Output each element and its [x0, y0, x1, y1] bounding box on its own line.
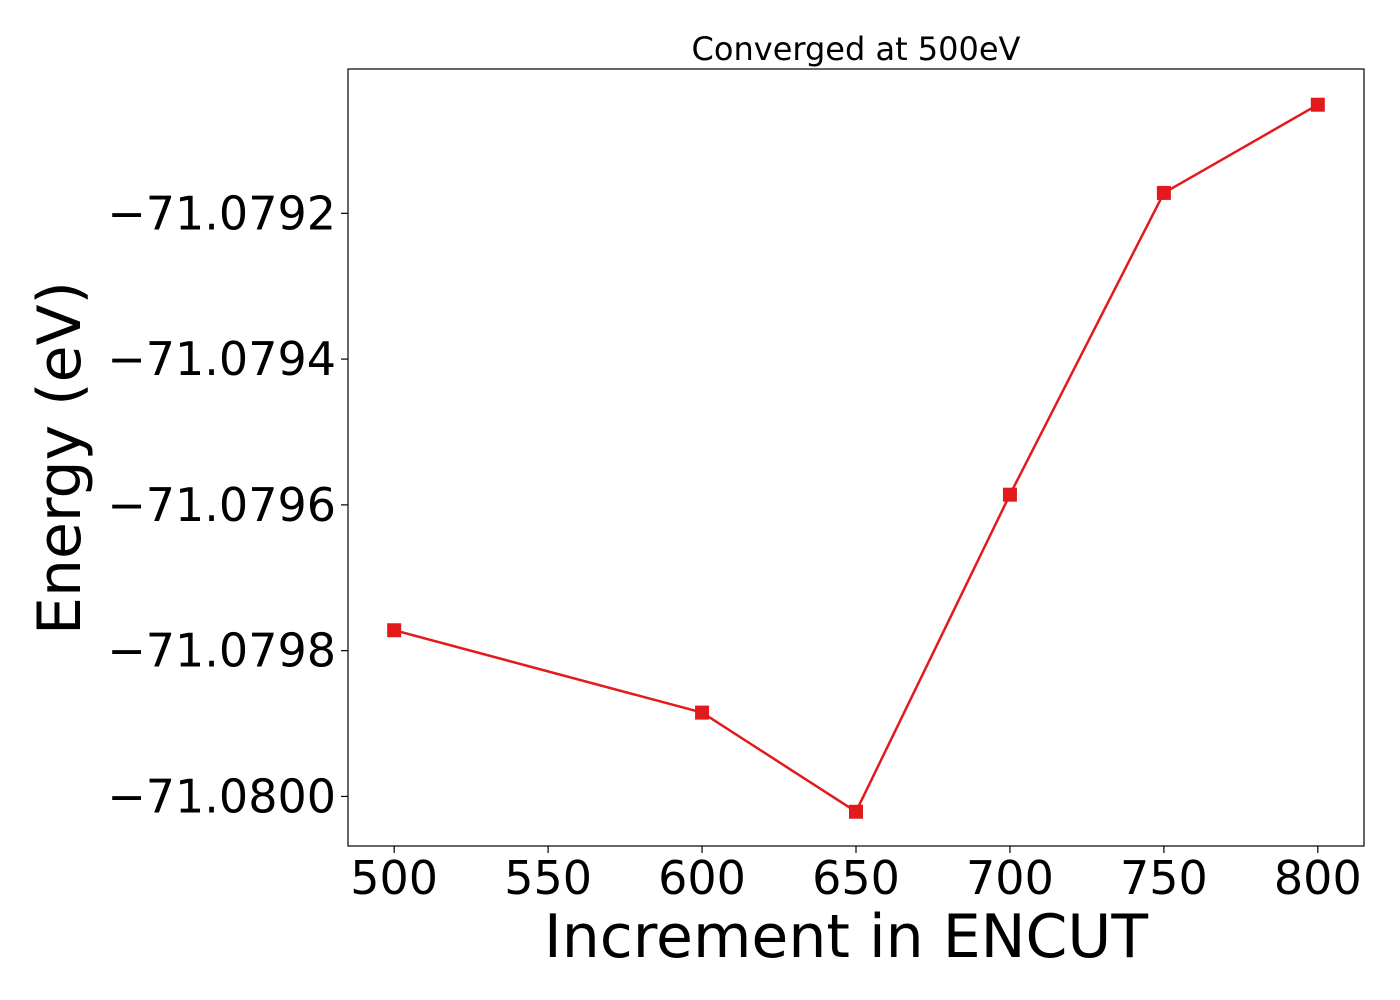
x-tick-label: 600 [658, 851, 746, 905]
y-axis-label: Energy (eV) [25, 281, 95, 635]
x-tick-label: 750 [1120, 851, 1208, 905]
y-tick-label: −71.0794 [107, 332, 336, 386]
x-tick-label: 500 [350, 851, 438, 905]
y-tick-label: −71.0796 [107, 478, 336, 532]
data-point [387, 623, 402, 638]
data-point [1156, 185, 1171, 200]
x-tick-label: 650 [812, 851, 900, 905]
x-axis: 500 550 600 650 700 750 800 [350, 846, 1362, 905]
x-axis-label: Increment in ENCUT [544, 902, 1148, 972]
series-line [393, 103, 1319, 813]
data-point [1002, 487, 1017, 502]
y-axis: −71.0800 −71.0798 −71.0796 −71.0794 −71.0792 [107, 186, 348, 823]
y-tick-label: −71.0792 [107, 186, 336, 240]
plot-area [387, 97, 1325, 819]
plot-frame [347, 68, 1365, 847]
data-point [1310, 97, 1325, 112]
y-tick-label: −71.0798 [107, 624, 336, 678]
data-point [695, 705, 710, 720]
x-tick-label: 550 [504, 851, 592, 905]
y-tick-label: −71.0800 [107, 769, 336, 823]
x-tick-label: 700 [966, 851, 1054, 905]
chart-title: Converged at 500eV [692, 30, 1021, 68]
x-tick-label: 800 [1274, 851, 1362, 905]
data-point [849, 804, 863, 819]
